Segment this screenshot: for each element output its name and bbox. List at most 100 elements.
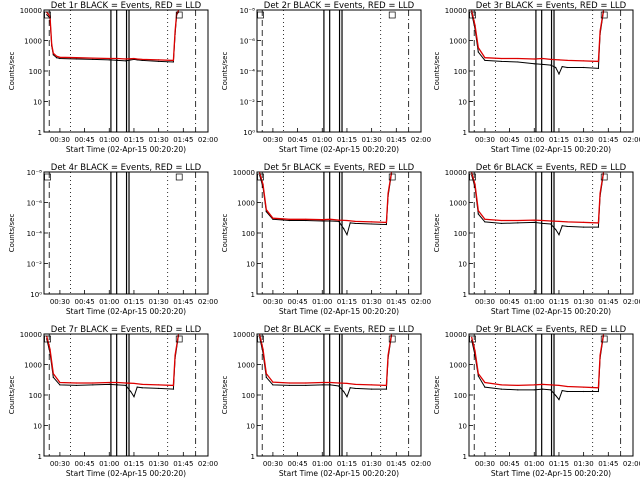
series-lld-point	[158, 59, 160, 61]
series-events-line	[46, 336, 179, 398]
series-lld-point	[599, 192, 601, 194]
y-tick-label: 1	[38, 129, 42, 137]
series-lld-point	[484, 218, 486, 220]
y-axis-label: Counts/sec	[433, 376, 441, 415]
series-events-point	[566, 225, 568, 228]
panel-title: Det 5r BLACK = Events, RED = LLD	[264, 163, 415, 173]
series-events-point	[130, 390, 132, 393]
series-events-point	[108, 59, 110, 61]
y-axis-label: Counts/sec	[433, 214, 441, 253]
series-events-point	[533, 221, 535, 223]
series-lld-point	[597, 60, 600, 63]
y-tick-label: 1	[463, 453, 467, 461]
series-lld-point	[471, 336, 473, 338]
x-tick-label: 01:15	[337, 460, 357, 468]
y-tick-label: 10	[458, 99, 467, 107]
series-events-line	[259, 336, 392, 398]
series-events-point	[566, 390, 568, 393]
x-tick-label: 00:30	[50, 298, 70, 306]
series-events-point	[59, 57, 61, 60]
series-lld-point	[174, 30, 176, 32]
x-tick-label: 01:15	[124, 136, 144, 144]
x-tick-label: 00:45	[499, 136, 519, 144]
series-lld-point	[371, 221, 373, 223]
detector-panel-1: Det 1r BLACK = Events, RED = LLD 00:30 00:…	[8, 1, 218, 154]
series-lld-point	[558, 59, 560, 61]
series-lld-point	[517, 219, 519, 222]
series-lld-point	[136, 58, 138, 60]
x-tick-label: 01:00	[312, 136, 332, 144]
x-tick-label: 01:00	[524, 298, 544, 306]
series-lld-point	[305, 218, 307, 220]
y-tick-label: 10⁻⁸	[27, 169, 43, 177]
x-tick-label: 02:00	[623, 136, 640, 144]
marker-box	[257, 173, 264, 181]
series-lld-line	[46, 334, 180, 387]
series-lld-line	[46, 10, 179, 62]
detector-panel-8: Det 8r BLACK = Events, RED = LLD 00:30 00:…	[221, 325, 431, 478]
series-lld-point	[338, 382, 340, 384]
x-tick-label: 00:30	[475, 136, 495, 144]
series-lld-point	[329, 218, 332, 220]
panel-title: Det 4r BLACK = Events, RED = LLD	[51, 163, 202, 173]
x-tick-label: 01:15	[549, 136, 569, 144]
y-tick-label: 10⁻²	[27, 261, 43, 269]
series-lld-point	[272, 381, 274, 383]
series-lld-point	[172, 59, 175, 61]
x-tick-label: 01:45	[173, 136, 193, 144]
series-events-point	[52, 376, 54, 378]
x-tick-label: 01:00	[312, 298, 332, 306]
x-tick-label: 00:30	[263, 298, 283, 306]
series-lld-point	[141, 58, 143, 61]
series-lld-point	[550, 58, 552, 61]
y-tick-label: 10⁻⁴	[240, 68, 256, 76]
series-lld-point	[133, 57, 135, 60]
series-events-point	[558, 234, 560, 236]
marker-box	[44, 173, 51, 181]
y-tick-label: 1	[463, 291, 467, 299]
series-events-point	[550, 64, 552, 66]
series-lld-point	[477, 209, 479, 212]
detector-panel-5: Det 5r BLACK = Events, RED = LLD 00:30 00:…	[221, 163, 431, 316]
x-tick-label: 01:15	[124, 298, 144, 306]
series-lld-point	[558, 384, 560, 387]
y-tick-label: 100	[242, 230, 255, 238]
series-events-point	[484, 386, 486, 388]
series-events-point	[597, 390, 600, 393]
series-events-point	[305, 219, 307, 222]
series-lld-point	[108, 57, 110, 60]
series-events-line	[259, 174, 392, 237]
series-lld-point	[174, 354, 176, 356]
y-tick-label: 100	[454, 392, 467, 400]
series-events-point	[158, 387, 160, 390]
series-events-point	[484, 221, 486, 223]
series-lld-point	[262, 183, 264, 185]
series-events-point	[329, 220, 332, 222]
series-lld-point	[75, 382, 77, 384]
series-lld-point	[56, 55, 58, 57]
y-tick-label: 1000	[237, 362, 255, 370]
series-lld-point	[566, 59, 568, 61]
panel-title: Det 9r BLACK = Events, RED = LLD	[476, 325, 627, 335]
series-lld-point	[533, 384, 535, 386]
x-tick-label: 00:45	[74, 298, 94, 306]
x-tick-label: 01:30	[574, 136, 594, 144]
series-events-point	[555, 66, 557, 69]
series-events-point	[158, 60, 160, 63]
series-lld-point	[474, 350, 476, 352]
series-lld-point	[390, 334, 392, 336]
series-events-point	[305, 384, 307, 387]
marker-box	[388, 173, 396, 181]
series-events-point	[477, 375, 479, 377]
series-lld-point	[288, 382, 290, 384]
series-events-point	[46, 14, 48, 16]
series-lld-point	[550, 220, 552, 222]
series-events-point	[583, 226, 585, 228]
series-events-point	[75, 58, 77, 60]
y-tick-label: 100	[454, 68, 467, 76]
x-axis-label: Start Time (02-Apr-15 00:20:20)	[279, 469, 399, 478]
series-lld-point	[158, 384, 160, 386]
series-events-point	[108, 383, 110, 385]
series-events-point	[500, 222, 502, 225]
x-tick-label: 02:00	[623, 460, 640, 468]
